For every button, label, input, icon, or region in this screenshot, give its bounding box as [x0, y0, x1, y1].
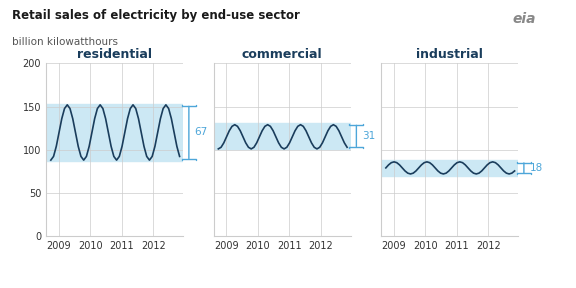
Text: 31: 31: [362, 131, 375, 141]
Text: 18: 18: [529, 163, 543, 173]
Bar: [214, 123, 351, 149]
Text: Retail sales of electricity by end-use sector: Retail sales of electricity by end-use s…: [12, 9, 300, 22]
Bar: [381, 160, 518, 176]
Title: residential: residential: [77, 48, 152, 61]
Text: eia: eia: [513, 12, 536, 26]
Text: billion kilowatthours: billion kilowatthours: [12, 37, 118, 48]
Title: industrial: industrial: [416, 48, 483, 61]
Bar: [46, 104, 183, 161]
Title: commercial: commercial: [242, 48, 323, 61]
Text: 67: 67: [194, 128, 207, 137]
